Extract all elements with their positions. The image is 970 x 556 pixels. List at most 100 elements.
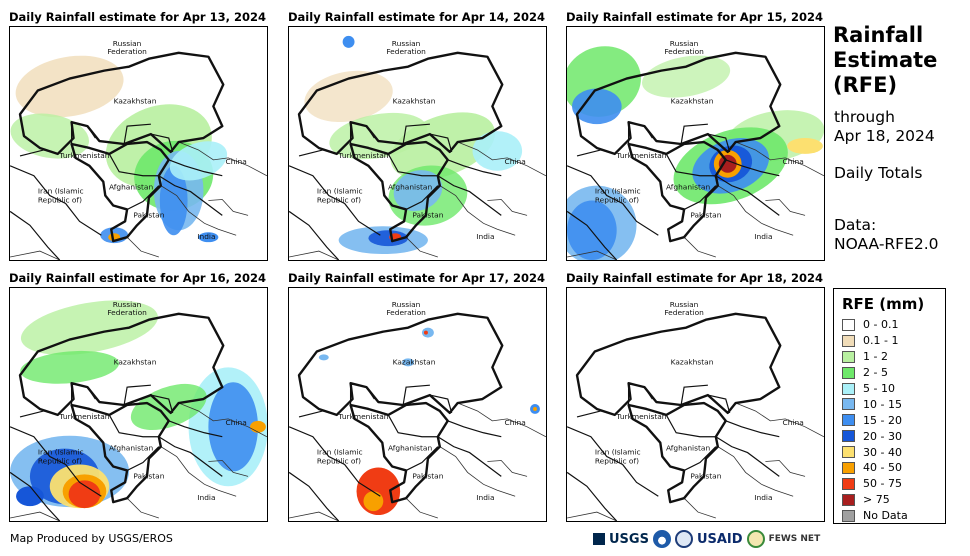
border-inner bbox=[402, 384, 430, 406]
border-inner bbox=[289, 210, 340, 260]
border-thin bbox=[487, 199, 528, 216]
legend-row: 40 - 50 bbox=[842, 460, 945, 476]
label-kazakhstan: Kazakhstan bbox=[393, 357, 436, 366]
rain-area bbox=[393, 170, 443, 212]
legend-swatch bbox=[842, 461, 855, 474]
border-thin bbox=[126, 497, 159, 519]
legend-label: 2 - 5 bbox=[863, 366, 888, 380]
label-russia-1: Russian bbox=[113, 300, 142, 309]
border-thin bbox=[683, 497, 716, 519]
afghanistan-pakistan-outline bbox=[70, 140, 170, 243]
panel-title-apr16: Daily Rainfall estimate for Apr 16, 2024 bbox=[9, 271, 266, 285]
rain-area bbox=[250, 420, 266, 433]
map-apr13: Russian Federation Kazakhstan Turkmenistan C… bbox=[9, 26, 268, 261]
border-inner bbox=[715, 175, 780, 216]
legend-label: 20 - 30 bbox=[863, 429, 902, 443]
legend-swatch bbox=[842, 414, 855, 427]
rain-area bbox=[423, 330, 428, 335]
label-india: India bbox=[476, 232, 494, 241]
label-pakistan: Pakistan bbox=[133, 471, 164, 480]
rain-area bbox=[16, 486, 44, 507]
border-inner bbox=[725, 420, 780, 438]
rainfall-layer bbox=[10, 55, 228, 244]
label-russia-1: Russian bbox=[392, 39, 421, 48]
rain-area bbox=[10, 113, 90, 159]
afghanistan-pakistan-outline bbox=[349, 140, 449, 243]
border-inner bbox=[108, 153, 159, 177]
border-thin bbox=[289, 511, 339, 521]
border-inner bbox=[289, 471, 340, 521]
border-inner bbox=[683, 185, 717, 210]
legend-swatch bbox=[842, 366, 855, 379]
central-asia-outline bbox=[297, 312, 504, 417]
border-thin bbox=[208, 199, 249, 216]
country-borders bbox=[10, 312, 267, 521]
rain-area bbox=[198, 232, 219, 243]
label-pakistan: Pakistan bbox=[690, 210, 721, 219]
border-thin bbox=[717, 446, 794, 497]
border-thin bbox=[683, 236, 716, 258]
label-russia-2: Federation bbox=[107, 47, 147, 56]
legend-label: 50 - 75 bbox=[863, 477, 902, 491]
legend: RFE (mm) 0 - 0.1 0.1 - 1 1 - 2 2 - 5 5 - 10 1… bbox=[833, 288, 946, 524]
legend-label: No Data bbox=[863, 509, 908, 523]
border-thin bbox=[439, 185, 516, 236]
label-iran-1: Iran (Islamic bbox=[317, 448, 363, 457]
border-inner bbox=[108, 414, 159, 438]
fews-net-logo-icon bbox=[746, 530, 765, 548]
label-afghanistan: Afghanistan bbox=[109, 183, 153, 192]
legend-swatch bbox=[842, 318, 855, 331]
label-china: China bbox=[226, 157, 247, 166]
label-iran-2: Republic of) bbox=[595, 195, 639, 204]
border-inner bbox=[158, 436, 223, 477]
border-inner bbox=[402, 123, 430, 145]
border-inner bbox=[10, 426, 102, 497]
border-thin bbox=[405, 236, 438, 258]
afghanistan-pakistan-outline bbox=[627, 140, 727, 243]
label-russia-1: Russian bbox=[113, 39, 142, 48]
rainfall-layer bbox=[318, 327, 540, 516]
border-inner bbox=[680, 384, 708, 406]
rain-area bbox=[304, 70, 393, 123]
rain-area bbox=[318, 354, 329, 361]
label-iran-2: Republic of) bbox=[38, 195, 82, 204]
label-pakistan: Pakistan bbox=[412, 210, 443, 219]
border-inner bbox=[567, 210, 618, 260]
label-pakistan: Pakistan bbox=[690, 471, 721, 480]
label-russia-2: Federation bbox=[386, 47, 426, 56]
legend-row: 30 - 40 bbox=[842, 444, 945, 460]
sidebar-date: Apr 18, 2024 bbox=[834, 127, 935, 145]
panel-title-apr13: Daily Rainfall estimate for Apr 13, 2024 bbox=[9, 10, 266, 24]
fews-net-logo: FEWS NET bbox=[768, 534, 821, 544]
border-inner bbox=[680, 123, 708, 145]
legend-row: 0.1 - 1 bbox=[842, 333, 945, 349]
label-turkmenistan: Turkmenistan bbox=[58, 151, 109, 160]
legend-row: 10 - 15 bbox=[842, 396, 945, 412]
rainfall-layer bbox=[567, 46, 824, 260]
border-inner bbox=[289, 426, 381, 497]
border-inner bbox=[168, 159, 223, 177]
label-iran-2: Republic of) bbox=[317, 456, 361, 465]
panel-title-apr18: Daily Rainfall estimate for Apr 18, 2024 bbox=[566, 271, 823, 285]
legend-title: RFE (mm) bbox=[842, 295, 925, 313]
border-inner bbox=[707, 394, 731, 414]
border-inner bbox=[567, 426, 659, 497]
border-inner bbox=[10, 471, 61, 521]
legend-swatch bbox=[842, 509, 855, 522]
border-thin bbox=[160, 446, 237, 497]
border-inner bbox=[567, 165, 659, 236]
sidebar-title-line3: (RFE) bbox=[833, 73, 898, 97]
label-turkmenistan: Turkmenistan bbox=[337, 412, 388, 421]
usgs-logo: USGS bbox=[609, 531, 649, 547]
rain-area bbox=[169, 141, 228, 181]
border-thin bbox=[457, 141, 546, 177]
border-inner bbox=[126, 185, 160, 210]
sidebar-data-label: Data: bbox=[834, 216, 877, 234]
map-apr16: Russian Federation Kazakhstan Turkmenistan C… bbox=[9, 287, 268, 522]
